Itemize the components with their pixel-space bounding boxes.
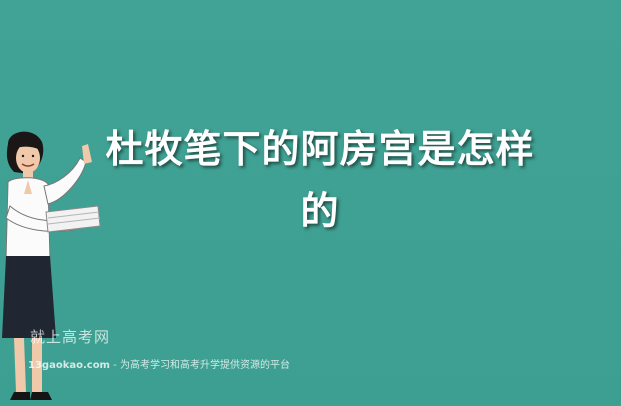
site-slogan: 13gaokao.com - 为高考学习和高考升学提供资源的平台 [28,359,290,373]
slogan-text: 为高考学习和高考升学提供资源的平台 [119,360,290,371]
article-title: 杜牧笔下的阿房宫是怎样 的 [90,118,550,242]
article-title-line-2: 的 [300,189,340,233]
brand-watermark: 就上高考网 [30,328,111,346]
site-url: 13gaokao.com [28,360,110,371]
teacher-illustration-icon [2,131,101,400]
article-title-line-1: 杜牧笔下的阿房宫是怎样 [105,127,535,171]
slogan-separator: - [109,360,120,371]
